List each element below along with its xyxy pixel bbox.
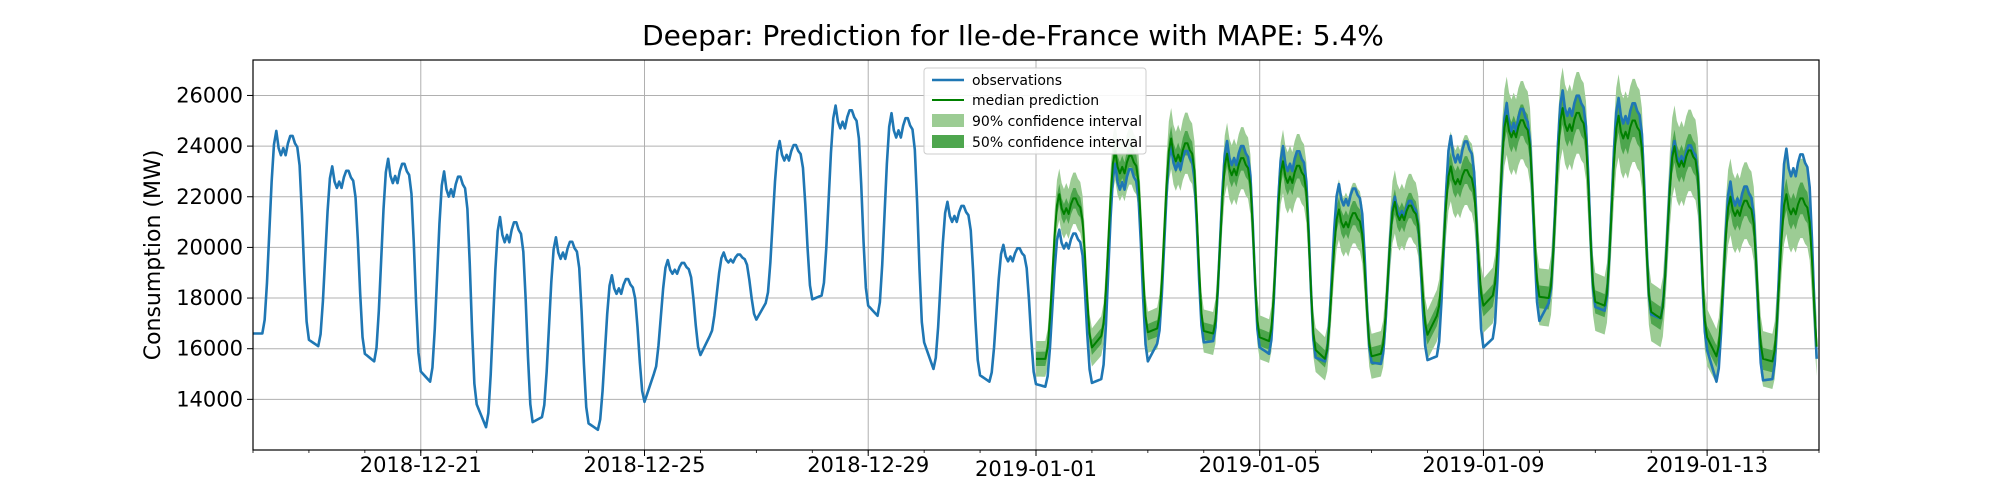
y-tick-label: 24000 (176, 134, 243, 158)
legend-label-median: median prediction (972, 93, 1099, 109)
y-axis-ticks: 14000 16000 18000 20000 22000 24000 26000 (176, 83, 253, 411)
x-tick-label: 2019-01-13 (1646, 453, 1768, 477)
y-tick-label: 16000 (176, 337, 243, 361)
median-layer (1036, 107, 1818, 363)
legend-label-ci50: 50% confidence interval (972, 135, 1142, 151)
legend-label-observations: observations (972, 73, 1062, 89)
median-prediction-line (1036, 107, 1818, 363)
x-axis-ticks: 2018-12-21 2018-12-25 2018-12-29 2019-01-01… (252, 450, 1820, 481)
x-tick-label: 2019-01-09 (1422, 453, 1544, 477)
legend-swatch-ci90 (932, 114, 964, 127)
x-tick-label: 2018-12-21 (360, 453, 482, 477)
x-tick-label: 2019-01-01 (975, 457, 1097, 481)
y-tick-label: 14000 (176, 387, 243, 411)
chart-title: Deepar: Prediction for Ile-de-France wit… (642, 19, 1384, 52)
legend: observations median prediction 90% confi… (923, 67, 1147, 155)
legend-box (923, 67, 1147, 155)
legend-swatch-ci50 (932, 135, 964, 148)
y-tick-label: 20000 (176, 235, 243, 259)
y-axis-label: Consumption (MW) (141, 150, 166, 361)
y-tick-label: 26000 (176, 83, 243, 107)
x-tick-label: 2018-12-25 (583, 453, 705, 477)
x-tick-label: 2018-12-29 (807, 453, 929, 477)
y-tick-label: 22000 (176, 185, 243, 209)
y-tick-label: 18000 (176, 286, 243, 310)
x-tick-label: 2019-01-05 (1199, 453, 1321, 477)
legend-label-ci90: 90% confidence interval (972, 114, 1142, 130)
